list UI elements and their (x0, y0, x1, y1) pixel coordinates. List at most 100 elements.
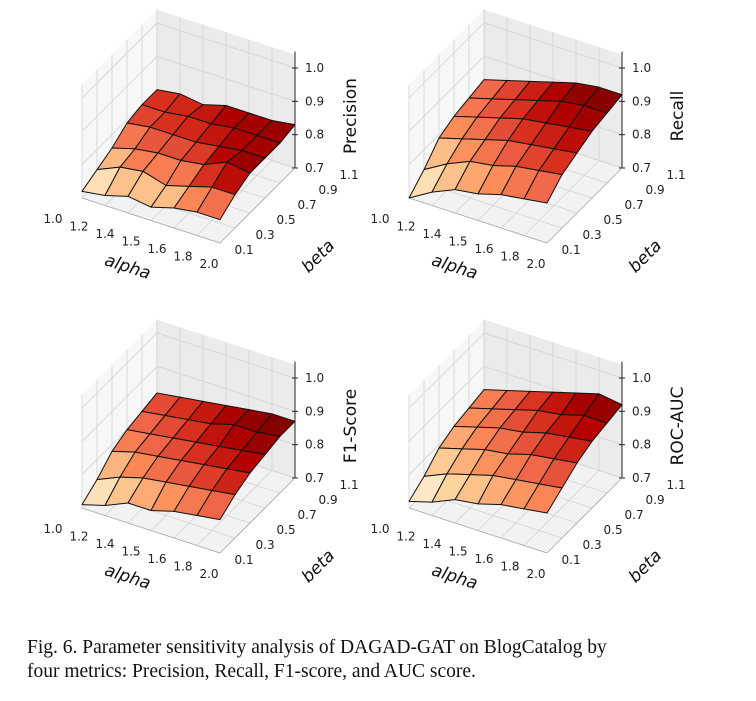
alpha-tick-label: 1.5 (121, 235, 140, 249)
surface-plots: 0.70.80.91.01.01.21.41.51.61.82.00.10.30… (43, 9, 688, 594)
alpha-tick-label: 1.0 (370, 522, 389, 536)
beta-axis-line (546, 167, 623, 244)
beta-axis-line (546, 477, 623, 554)
alpha-axis-line (81, 197, 221, 244)
beta-tick-label: 0.5 (277, 523, 296, 537)
beta-tick-label: 1.1 (340, 168, 359, 182)
surface-plot-1: 0.70.80.91.01.01.21.41.51.61.82.00.10.30… (43, 9, 361, 284)
alpha-tick-label: 1.6 (147, 552, 166, 566)
alpha-tick-label: 1.8 (173, 250, 192, 264)
z-axis-label: F1-Score (341, 389, 361, 463)
alpha-tick-label: 1.0 (43, 212, 62, 226)
alpha-tick-label: 2.0 (526, 567, 545, 581)
z-tick-label: 1.0 (632, 371, 651, 385)
z-tick-label: 0.9 (305, 94, 324, 108)
beta-tick-label: 0.5 (277, 213, 296, 227)
z-tick-label: 1.0 (632, 61, 651, 75)
z-axis-label: ROC-AUC (668, 387, 688, 466)
z-tick-label: 0.8 (305, 438, 324, 452)
beta-tick-label: 0.9 (319, 183, 338, 197)
z-tick-label: 0.7 (632, 471, 651, 485)
alpha-tick-label: 2.0 (199, 567, 218, 581)
alpha-tick-label: 1.8 (500, 560, 519, 574)
z-gridline (408, 22, 623, 99)
z-tick-label: 0.7 (305, 471, 324, 485)
z-tick-label: 1.0 (305, 371, 324, 385)
surface-patch (196, 186, 236, 221)
z-tick-label: 0.7 (305, 161, 324, 175)
beta-tick-label: 0.1 (235, 243, 254, 257)
alpha-tick-label: 1.6 (474, 242, 493, 256)
z-tick-label: 0.9 (305, 404, 324, 418)
beta-tick-label: 1.1 (667, 168, 686, 182)
alpha-tick-label: 1.2 (396, 530, 415, 544)
beta-tick-label: 0.9 (319, 493, 338, 507)
figure-caption: Fig. 6. Parameter sensitivity analysis o… (27, 636, 737, 684)
z-gridline (81, 55, 296, 132)
beta-axis-label: beta (625, 546, 666, 587)
alpha-axis-label: alpha (102, 250, 153, 284)
surface-plot-4: 0.70.80.91.01.01.21.41.51.61.82.00.10.30… (370, 319, 688, 594)
beta-tick-label: 0.1 (235, 553, 254, 567)
z-tick-label: 0.8 (632, 438, 651, 452)
alpha-tick-label: 1.2 (69, 220, 88, 234)
z-tick-label: 0.9 (632, 94, 651, 108)
left-pane (409, 9, 484, 198)
z-tick-label: 1.0 (305, 61, 324, 75)
alpha-axis-label: alpha (429, 560, 480, 594)
caption-line-2: four metrics: Precision, Recall, F1-scor… (27, 661, 476, 682)
beta-tick-label: 0.9 (646, 183, 665, 197)
surface-plot-2: 0.70.80.91.01.01.21.41.51.61.82.00.10.30… (370, 9, 688, 284)
alpha-tick-label: 1.0 (43, 522, 62, 536)
left-pane (409, 319, 484, 508)
alpha-tick-label: 1.0 (370, 212, 389, 226)
surface-patch (523, 170, 563, 204)
beta-tick-label: 0.7 (298, 198, 317, 212)
alpha-axis-label: alpha (102, 560, 153, 594)
alpha-tick-label: 1.6 (147, 242, 166, 256)
alpha-axis-line (81, 507, 221, 554)
beta-axis-label: beta (625, 236, 666, 277)
alpha-tick-label: 1.5 (448, 545, 467, 559)
z-axis-label: Precision (341, 78, 361, 154)
beta-axis-label: beta (298, 546, 339, 587)
surface-plot-3: 0.70.80.91.01.01.21.41.51.61.82.00.10.30… (43, 319, 361, 594)
surface-patch (523, 483, 563, 514)
beta-tick-label: 0.7 (625, 198, 644, 212)
beta-tick-label: 0.7 (625, 508, 644, 522)
z-tick-label: 0.7 (632, 161, 651, 175)
beta-tick-label: 0.7 (298, 508, 317, 522)
beta-tick-label: 0.5 (604, 523, 623, 537)
alpha-tick-label: 1.4 (95, 537, 114, 551)
beta-tick-label: 0.3 (583, 538, 602, 552)
beta-tick-label: 0.9 (646, 493, 665, 507)
z-tick-label: 0.9 (632, 404, 651, 418)
alpha-tick-label: 1.8 (500, 250, 519, 264)
z-gridline (408, 332, 623, 409)
z-axis-label: Recall (668, 91, 688, 142)
surface-patch (196, 490, 236, 521)
alpha-tick-label: 1.5 (121, 545, 140, 559)
alpha-axis-line (408, 507, 548, 554)
beta-axis-line (219, 167, 296, 244)
beta-tick-label: 0.3 (256, 538, 275, 552)
alpha-tick-label: 2.0 (526, 257, 545, 271)
alpha-tick-label: 1.4 (95, 227, 114, 241)
beta-tick-label: 1.1 (667, 478, 686, 492)
beta-axis-line (219, 477, 296, 554)
caption-line-1: Fig. 6. Parameter sensitivity analysis o… (27, 637, 607, 658)
beta-tick-label: 0.1 (562, 553, 581, 567)
z-tick-label: 0.8 (305, 128, 324, 142)
alpha-tick-label: 1.4 (422, 537, 441, 551)
beta-axis-label: beta (298, 236, 339, 277)
alpha-axis-line (408, 197, 548, 244)
alpha-tick-label: 1.5 (448, 235, 467, 249)
alpha-tick-label: 1.4 (422, 227, 441, 241)
beta-tick-label: 0.3 (583, 228, 602, 242)
left-pane (82, 319, 157, 508)
alpha-tick-label: 1.2 (69, 530, 88, 544)
beta-tick-label: 0.3 (256, 228, 275, 242)
alpha-axis-label: alpha (429, 250, 480, 284)
z-gridline (81, 365, 296, 442)
